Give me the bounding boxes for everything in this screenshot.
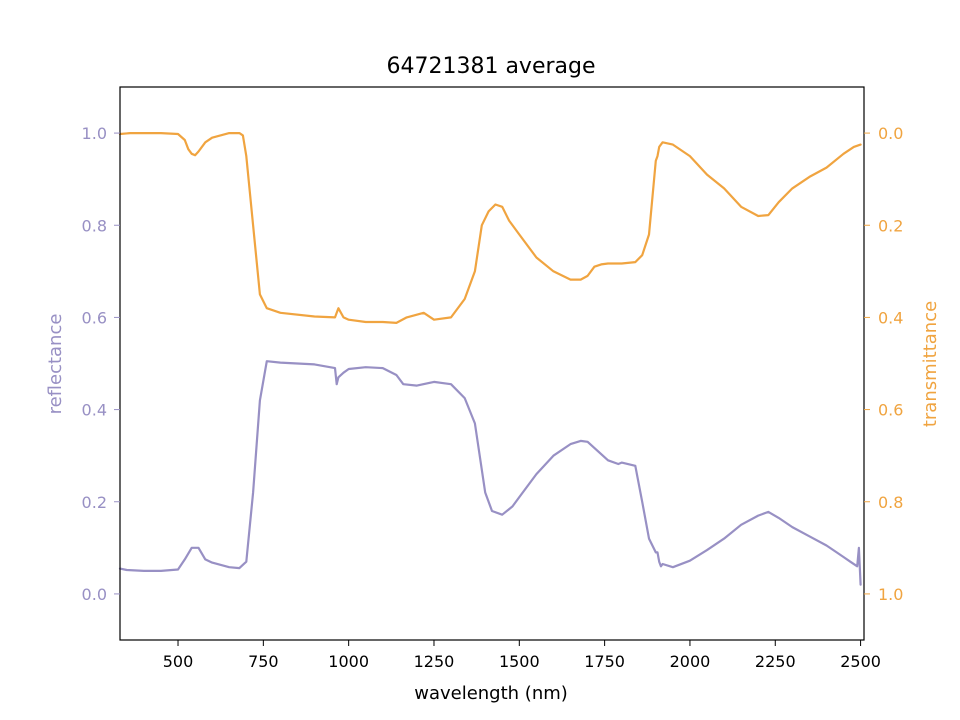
y-left-tick-label: 0.2 [82,493,107,512]
x-tick-label: 500 [163,652,194,671]
y-left-tick-label: 0.6 [82,308,107,327]
y-right-tick-label: 0.0 [878,124,903,143]
plot-frame [119,86,865,641]
x-tick-label: 1750 [584,652,625,671]
x-tick-label: 1500 [499,652,540,671]
x-axis-ticks: 500 750 1000 1250 1500 1750 2000 2250 2500 [163,640,881,671]
y-right-tick-label: 0.2 [878,216,903,235]
chart-title: 64721381 average [386,54,595,79]
x-tick-label: 2500 [840,652,881,671]
y-right-tick-label: 0.8 [878,493,903,512]
x-tick-label: 750 [248,652,279,671]
x-tick-label: 1000 [328,652,369,671]
y-right-tick-label: 0.6 [878,401,903,420]
y-right-tick-label: 0.4 [878,308,903,327]
x-tick-label: 2250 [755,652,796,671]
x-tick-label: 2000 [670,652,711,671]
x-axis-label: wavelength (nm) [414,683,568,704]
y-left-tick-label: 1.0 [82,124,107,143]
y-right-axis-ticks: 0.0 0.2 0.4 0.6 0.8 1.0 [864,124,903,604]
y-left-axis-label: reflectance [45,314,66,415]
transmittance-series-line [118,132,862,324]
y-left-tick-label: 0.4 [82,401,107,420]
y-right-tick-label: 1.0 [878,585,903,604]
reflectance-series-line [118,360,862,586]
y-left-tick-label: 0.8 [82,216,107,235]
x-tick-label: 1250 [414,652,455,671]
y-left-axis-ticks: 0.0 0.2 0.4 0.6 0.8 1.0 [82,124,120,604]
series-layer [118,132,862,586]
y-right-axis-label: transmittance [920,301,941,427]
y-left-tick-label: 0.0 [82,585,107,604]
